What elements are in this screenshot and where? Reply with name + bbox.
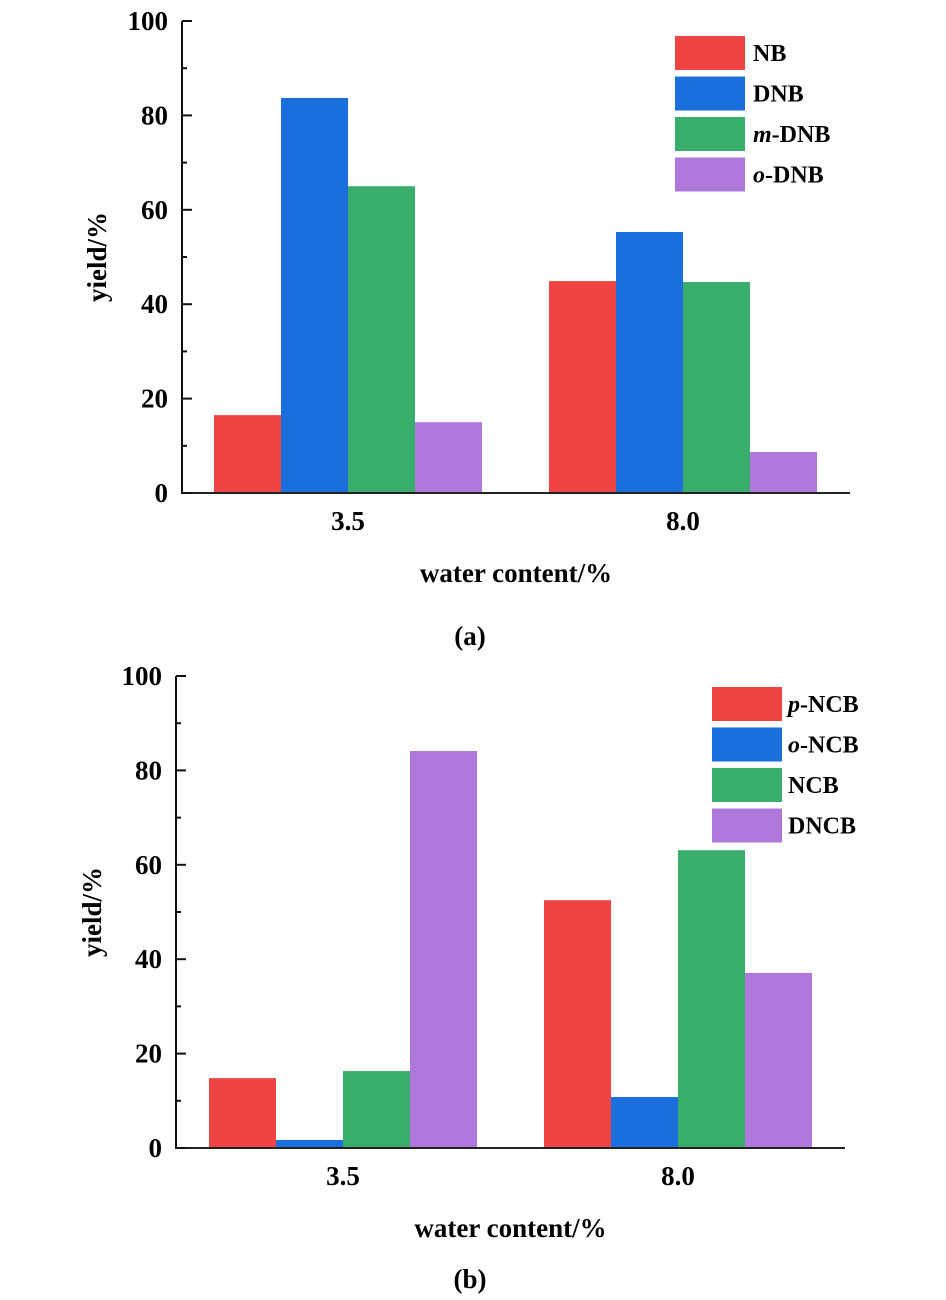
legend-label: p-NCB: [786, 692, 859, 718]
x-tick-label: 8.0: [666, 506, 700, 536]
legend-label-prefix: p: [786, 692, 800, 718]
legend-swatch: [675, 117, 745, 151]
legend-label-main: -NCB: [800, 733, 859, 759]
x-tick-label: 3.5: [326, 1161, 360, 1191]
legend-swatch: [675, 36, 745, 70]
bar-nb-8_0: [549, 281, 616, 493]
y-tick-label: 80: [141, 100, 168, 130]
legend-label: NCB: [788, 773, 839, 799]
y-tick-label: 60: [135, 850, 162, 880]
legend-item: p-NCB: [712, 687, 859, 721]
legend-swatch: [712, 687, 782, 721]
legend-label: o-DNB: [753, 163, 824, 189]
bar-m-dnb-8_0: [683, 282, 750, 493]
y-axis-title: yield/%: [77, 867, 107, 957]
bar-o-dnb-8_0: [750, 451, 817, 493]
y-tick-label: 0: [149, 1133, 163, 1163]
y-tick-label: 40: [141, 289, 168, 319]
legend-swatch: [712, 808, 782, 843]
legend-label-main: -DNB: [765, 163, 824, 189]
bar-o-dnb-3_5: [415, 422, 482, 493]
y-tick-label: 80: [135, 755, 162, 785]
bar-dncb-8_0: [745, 972, 812, 1148]
x-axis-title: water content/%: [420, 558, 612, 588]
legend-label-main: NB: [753, 41, 786, 67]
legend-label-main: DNB: [753, 82, 804, 108]
legend-label-main: -NCB: [800, 692, 859, 718]
bar-dnb-3_5: [281, 97, 348, 493]
bar-dncb-3_5: [410, 751, 477, 1148]
y-tick-label: 0: [155, 478, 169, 508]
bar-m-dnb-3_5: [348, 186, 415, 493]
y-tick-label: 20: [141, 384, 168, 414]
y-axis-title: yield/%: [82, 212, 112, 302]
y-tick-label: 100: [122, 661, 163, 691]
legend-label-main: -DNB: [772, 122, 831, 148]
legend-label-main: NCB: [788, 773, 839, 799]
legend-swatch: [712, 727, 782, 762]
legend-item: NCB: [712, 768, 839, 802]
bars: [214, 97, 817, 493]
legend-item: m-DNB: [675, 117, 830, 151]
y-tick-label: 100: [128, 6, 169, 36]
legend-label-main: DNCB: [788, 814, 856, 840]
legend-label-prefix: o: [788, 733, 800, 759]
chart-panel-a: 0 20 40 60 80 100 3.5 8.0 water content/% yield/%…: [82, 6, 850, 651]
legend-label: NB: [753, 41, 786, 67]
legend-label: DNCB: [788, 814, 856, 840]
legend-swatch: [712, 768, 782, 802]
legend-label: o-NCB: [788, 733, 859, 759]
chart-panel-b: 0 20 40 60 80 100 3.5 8.0 water content/% yield/%…: [77, 661, 859, 1294]
bar-ncb-8_0: [678, 850, 745, 1148]
legend-swatch: [675, 157, 745, 192]
bar-o-ncb-8_0: [611, 1097, 678, 1148]
y-tick-label: 40: [135, 944, 162, 974]
bar-nb-3_5: [214, 415, 281, 493]
x-tick-label: 8.0: [661, 1161, 695, 1191]
bar-dnb-8_0: [616, 231, 683, 493]
legend-item: NB: [675, 36, 786, 70]
legend-item: o-NCB: [712, 727, 859, 762]
legend-item: DNCB: [712, 808, 856, 843]
bar-o-ncb-3_5: [276, 1139, 343, 1148]
legend-label: DNB: [753, 82, 804, 108]
y-tick-label: 20: [135, 1039, 162, 1069]
x-axis-title: water content/%: [414, 1213, 606, 1243]
bars: [209, 751, 812, 1148]
bar-ncb-3_5: [343, 1071, 410, 1148]
legend-item: o-DNB: [675, 157, 824, 192]
panel-label: (a): [454, 621, 485, 651]
x-tick-label: 3.5: [331, 506, 365, 536]
bar-p-ncb-8_0: [544, 900, 611, 1148]
bar-p-ncb-3_5: [209, 1078, 276, 1148]
legend-label-prefix: o: [753, 163, 765, 189]
y-tick-label: 60: [141, 195, 168, 225]
panel-label: (b): [454, 1264, 487, 1294]
legend-item: DNB: [675, 76, 804, 111]
legend-swatch: [675, 76, 745, 111]
legend-label: m-DNB: [753, 122, 830, 148]
legend-label-prefix: m: [753, 122, 772, 148]
